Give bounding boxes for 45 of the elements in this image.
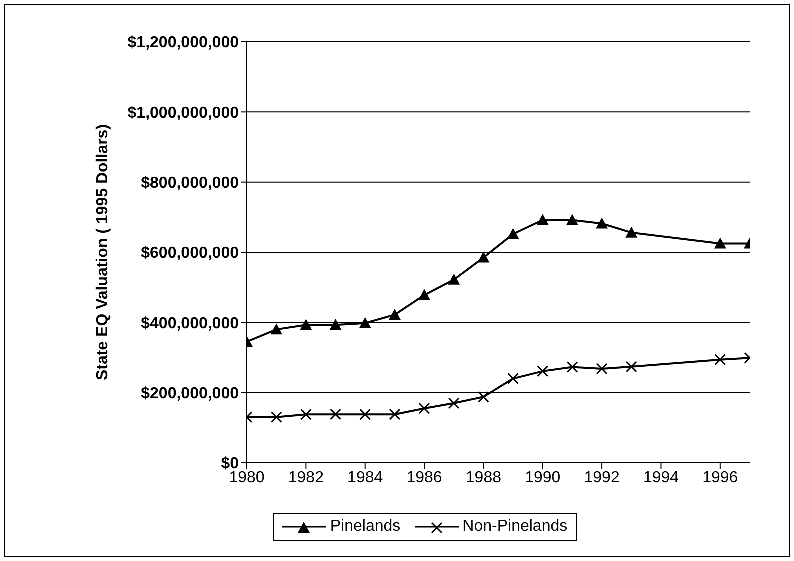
point bbox=[478, 252, 490, 263]
point bbox=[389, 408, 401, 420]
point bbox=[596, 218, 608, 229]
x-tick-label: 1992 bbox=[584, 469, 620, 486]
x-tick-label: 1990 bbox=[525, 469, 561, 486]
y-tick-label: $1,000,000,000 bbox=[128, 104, 240, 122]
point bbox=[566, 214, 578, 226]
point bbox=[270, 412, 282, 424]
x-tick-label: 1986 bbox=[406, 469, 442, 486]
x-tick-label: 1996 bbox=[702, 469, 738, 486]
point bbox=[300, 319, 312, 330]
point bbox=[300, 408, 312, 420]
point bbox=[536, 214, 549, 226]
point bbox=[714, 238, 726, 249]
point bbox=[478, 391, 490, 403]
legend-label: Non-Pinelands bbox=[462, 518, 568, 536]
point bbox=[714, 354, 726, 366]
y-tick-label: $600,000,000 bbox=[141, 245, 240, 262]
point bbox=[270, 324, 283, 335]
point bbox=[507, 228, 520, 240]
y-tick-label: $400,000,000 bbox=[141, 315, 240, 332]
point bbox=[508, 373, 520, 385]
point bbox=[626, 361, 638, 373]
legend-label: Pinelands bbox=[329, 518, 401, 536]
x-tick-label: 1988 bbox=[466, 469, 502, 486]
point bbox=[537, 366, 549, 378]
point bbox=[448, 398, 460, 410]
x-tick-label: 1994 bbox=[643, 469, 680, 486]
point bbox=[418, 289, 431, 300]
point bbox=[566, 361, 578, 373]
y-axis-title: State EQ Valuation ( 1995 Dollars) bbox=[94, 124, 112, 381]
point bbox=[448, 274, 460, 285]
point bbox=[330, 319, 342, 330]
point bbox=[359, 317, 372, 328]
point bbox=[626, 226, 638, 238]
x-tick-label: 1984 bbox=[348, 469, 384, 486]
y-tick-label: $1,200,000,000 bbox=[128, 34, 240, 52]
x-tick-label: 1982 bbox=[288, 469, 324, 486]
point bbox=[360, 408, 372, 420]
y-tick-label: $200,000,000 bbox=[141, 386, 240, 403]
point bbox=[596, 363, 608, 375]
point bbox=[388, 308, 401, 320]
point bbox=[418, 402, 430, 414]
y-tick-label: $800,000,000 bbox=[141, 175, 240, 192]
point bbox=[330, 408, 342, 420]
